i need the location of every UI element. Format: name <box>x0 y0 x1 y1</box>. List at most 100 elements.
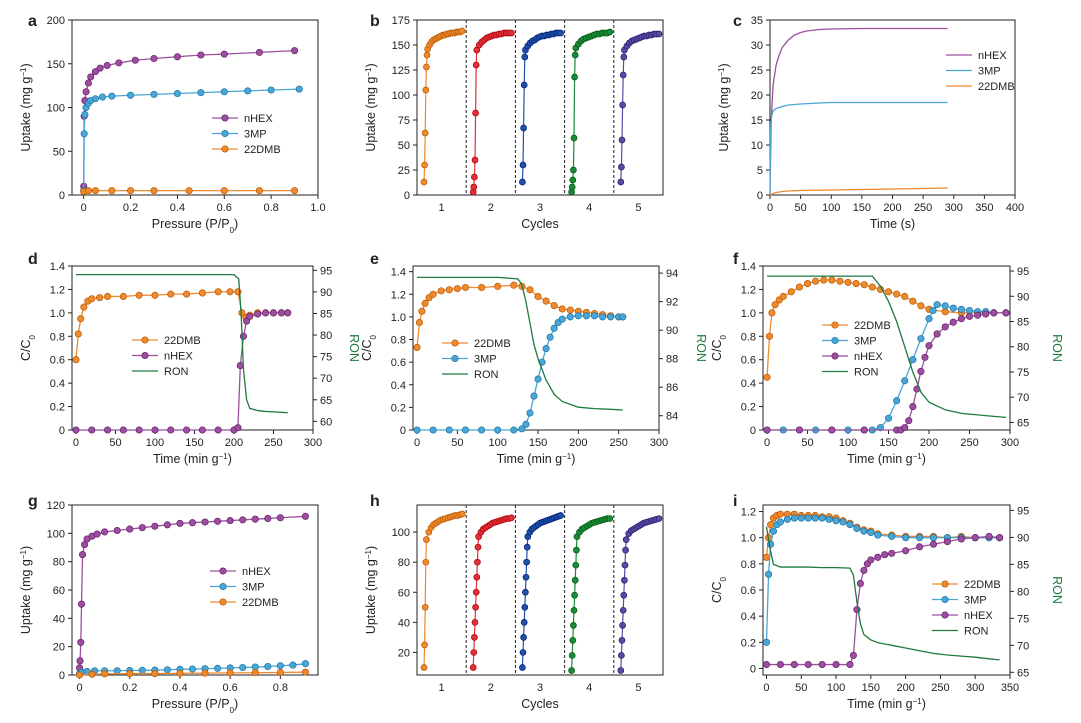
legend-marker <box>221 114 229 122</box>
series-22dmb-point <box>779 292 787 301</box>
series-nhex-point <box>151 426 159 434</box>
series-nhex-point <box>82 88 90 96</box>
series-3mp-point <box>220 88 228 96</box>
y2-axis-label: RON <box>694 334 708 362</box>
y-tick-label: 0.8 <box>741 331 756 343</box>
cycle-point <box>620 53 628 61</box>
series-nhex-point <box>921 353 929 361</box>
series-22dmb-line <box>769 187 948 196</box>
cycle-point <box>470 649 478 656</box>
y2-tick-label: 94 <box>666 268 678 280</box>
series-22dmb-point <box>72 356 80 364</box>
series-22dmb-point <box>776 510 784 518</box>
cycle-point <box>568 652 576 659</box>
series-3mp-point <box>909 356 917 364</box>
series-3mp-point <box>81 110 89 119</box>
series-3mp-point <box>929 306 937 315</box>
series-22dmb-point <box>198 289 206 297</box>
x-tick-label: 200 <box>883 202 901 214</box>
y-tick-label: 150 <box>392 40 410 52</box>
series-nhex-point <box>119 426 127 434</box>
legend-marker <box>831 336 839 345</box>
panel-g: g 0 20 40 60 80 100 120 0 0.2 0.4 0.6 0.8 Pressure (P… <box>19 493 319 715</box>
cycle-point <box>522 573 530 581</box>
cycle-point <box>557 29 564 37</box>
series-3mp-point <box>769 527 777 535</box>
series-nhex-point <box>214 426 222 434</box>
y2-tick-label: 95 <box>1017 266 1029 278</box>
series-nhex-point <box>860 566 868 574</box>
y2-tick-label: 75 <box>1017 613 1029 625</box>
series-3mp-point <box>598 313 607 321</box>
series-22dmb-point <box>762 553 771 561</box>
series-nhex-point <box>126 525 134 533</box>
series-3mp-point <box>289 661 297 669</box>
y2-tick-label: 90 <box>320 287 332 299</box>
series-3mp-point <box>276 662 284 670</box>
y-tick-label: 100 <box>392 90 410 102</box>
cycle-point <box>570 134 578 142</box>
cycle-point <box>471 634 478 641</box>
series-nhex-point <box>76 657 84 665</box>
series-22dmb-point <box>183 290 191 298</box>
series-22dmb-point <box>150 187 158 195</box>
cycle-point <box>458 510 466 518</box>
x-tick-label: 0 <box>414 437 420 449</box>
series-3mp-point <box>619 313 627 321</box>
series-nhex-point <box>925 342 933 350</box>
cycle-point <box>606 28 614 36</box>
series-nhex-point <box>277 309 285 317</box>
series-nhex-point <box>103 61 111 70</box>
legend-marker <box>221 145 229 153</box>
ron-series-line <box>75 273 288 414</box>
x-tick-label: 250 <box>914 202 932 214</box>
series-nhex-point <box>173 53 181 61</box>
y-tick-label: 125 <box>392 65 410 77</box>
cycle-point <box>521 603 529 611</box>
series-22dmb-point <box>836 277 844 285</box>
y-axis-label: Uptake (mg g−1) <box>364 63 379 151</box>
series-3mp-point <box>494 426 502 434</box>
cycle-point <box>573 546 580 554</box>
series-3mp-point <box>915 534 924 542</box>
legend-marker <box>141 336 149 344</box>
y2-tick-label: 80 <box>320 330 332 342</box>
series-22dmb-point <box>542 297 550 305</box>
series-3mp-point <box>811 514 819 522</box>
series-nhex-point <box>985 532 993 540</box>
series-3mp-point <box>534 375 542 383</box>
panel-label: d <box>28 251 38 268</box>
series-3mp-line <box>83 88 300 191</box>
cycle-point <box>421 161 428 169</box>
series-nhex-point <box>183 426 191 434</box>
cycle-point <box>521 53 529 61</box>
series-22dmb-point <box>301 668 309 676</box>
series-3mp-point <box>832 517 840 525</box>
cycle-point <box>519 649 527 656</box>
series-nhex-point <box>254 310 262 318</box>
y-tick-label: 1.0 <box>391 312 406 324</box>
series-22dmb-point <box>80 303 88 311</box>
cycle-point <box>519 178 526 186</box>
series-3mp-point <box>546 333 554 341</box>
series-22dmb-point <box>418 307 426 315</box>
series-nhex-point <box>846 660 854 669</box>
plot-frame <box>71 265 314 431</box>
cycle-point <box>423 536 430 543</box>
y-tick-label: 80 <box>398 557 410 569</box>
series-3mp-point <box>526 409 534 417</box>
series-22dmb-point <box>765 332 774 340</box>
series-nhex-point <box>220 50 228 58</box>
x-tick-label: 50 <box>451 437 463 449</box>
legend-label: 3MP <box>474 354 497 366</box>
ron-series-line <box>767 275 1007 419</box>
series-nhex-point <box>828 426 836 434</box>
series-3mp-point <box>949 304 957 312</box>
y-tick-label: 20 <box>398 647 410 659</box>
x-tick-label: 100 <box>822 202 840 214</box>
cycle-point <box>520 124 527 132</box>
x-tick-label: 300 <box>304 437 322 449</box>
series-3mp-point <box>957 305 965 313</box>
series-22dmb-point <box>803 280 812 288</box>
